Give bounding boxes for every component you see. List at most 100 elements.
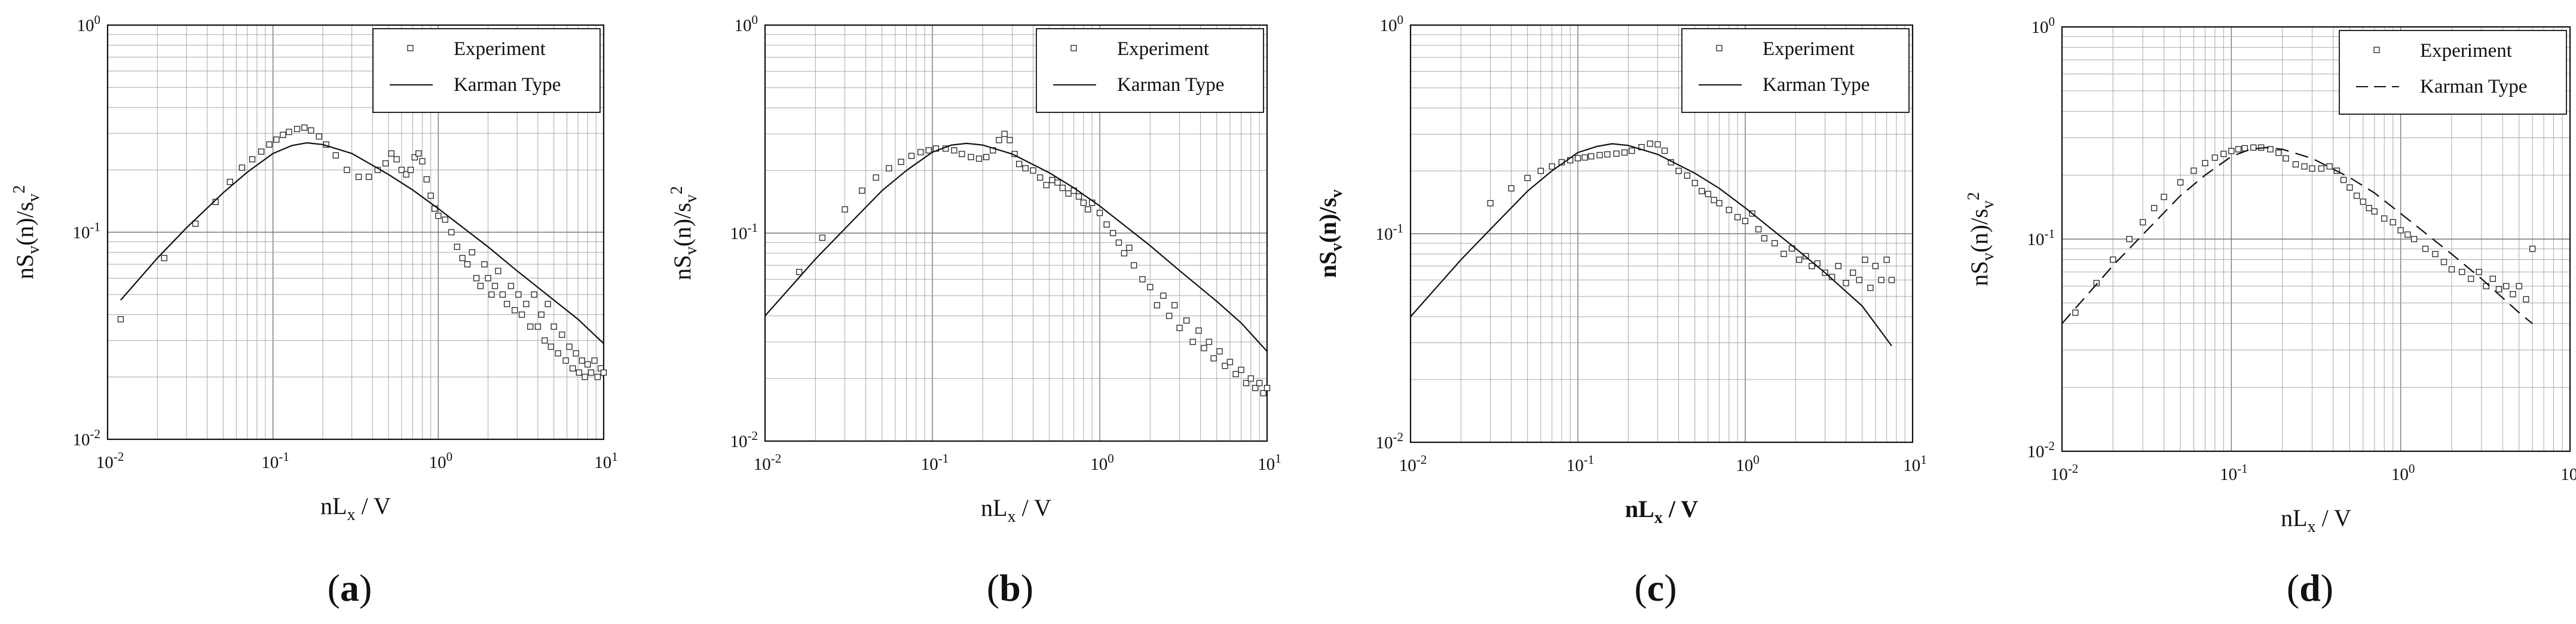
data-point	[975, 155, 983, 162]
data-point	[507, 283, 515, 289]
data-point	[1705, 191, 1712, 197]
panel-label: (a)	[328, 567, 372, 609]
legend-entry: Karman Type	[1763, 74, 1870, 96]
legend: Experiment Karman Type	[1681, 28, 1910, 113]
data-point	[2126, 235, 2133, 243]
data-point	[1716, 200, 1723, 207]
data-point	[796, 268, 803, 276]
data-point	[541, 337, 548, 344]
data-point	[1103, 221, 1110, 228]
data-point	[403, 171, 409, 178]
legend: Experiment Karman Type	[372, 28, 601, 113]
data-point	[1075, 193, 1082, 200]
data-point	[1256, 380, 1263, 387]
data-point	[1247, 375, 1255, 382]
data-point	[2318, 165, 2325, 172]
data-point	[1065, 190, 1072, 197]
data-point	[2459, 268, 2465, 276]
data-point	[411, 154, 418, 161]
data-point	[573, 350, 579, 357]
data-point	[1878, 277, 1884, 283]
x-tick-label: 100	[429, 449, 453, 472]
data-point	[534, 323, 541, 330]
data-point	[1726, 207, 1733, 213]
data-point	[161, 255, 167, 261]
data-point	[2190, 167, 2197, 174]
panel-label: (c)	[1634, 567, 1676, 609]
data-point	[1755, 226, 1762, 233]
data-point	[1862, 256, 1868, 263]
y-axis-label: nSv(n)/sv	[1314, 189, 1346, 278]
data-point	[1166, 313, 1173, 319]
data-point	[2250, 144, 2257, 151]
chart-svg: 10-2 10-1 100 101 10-2 10-1 100 nLx / V nSv(n)/s…	[1314, 13, 1927, 609]
chart-panel-d: 10-2 10-1 100 101 10-2 10-1 100 nLx / V nSv(n)/s…	[1936, 0, 2576, 624]
data-point	[1835, 262, 1841, 270]
data-point	[1160, 292, 1167, 299]
data-point	[1001, 130, 1008, 137]
data-point	[566, 343, 573, 350]
data-point	[398, 167, 405, 173]
data-point	[1115, 239, 1122, 246]
data-point	[1613, 150, 1620, 157]
data-point	[1662, 147, 1668, 154]
data-point	[2360, 198, 2366, 205]
data-point	[2495, 286, 2502, 293]
data-point	[2151, 204, 2158, 212]
data-point	[908, 152, 915, 160]
data-point	[442, 216, 448, 223]
y-axis-label: nSv(n)/sv2	[668, 186, 700, 280]
series-experiment	[117, 124, 607, 380]
data-point	[1022, 165, 1029, 172]
data-point	[258, 148, 265, 155]
data-point	[515, 291, 522, 298]
data-point	[1206, 338, 1213, 345]
data-point	[1059, 185, 1066, 191]
data-point	[1581, 154, 1588, 161]
data-point	[1216, 348, 1223, 355]
legend-box	[1681, 28, 1910, 113]
data-point	[477, 283, 484, 289]
y-axis-label: nSv(n)/sv2	[10, 185, 43, 280]
data-point	[2371, 208, 2378, 215]
data-point	[503, 301, 510, 307]
data-point	[2503, 283, 2510, 289]
data-point	[491, 283, 498, 289]
legend-marker	[1070, 45, 1077, 51]
data-point	[951, 147, 957, 154]
data-point	[1796, 256, 1803, 263]
chart-panel-a: 10-2 10-1 100 101 10-2 10-1 100 nLx / V nSv(n)/s…	[0, 0, 645, 624]
y-tick-label: 100	[2032, 14, 2055, 37]
data-point	[819, 234, 826, 241]
data-point	[280, 131, 286, 138]
data-point	[464, 261, 471, 268]
data-point	[488, 291, 495, 298]
y-tick-label: 100	[77, 13, 101, 35]
data-point	[1260, 390, 1266, 396]
data-point	[2476, 268, 2482, 276]
series-line	[1410, 143, 1892, 347]
legend-box	[372, 28, 601, 113]
data-point	[2366, 204, 2372, 212]
data-point	[316, 133, 322, 140]
chart-panel-c: 10-2 10-1 100 101 10-2 10-1 100 nLx / V nSv(n)/s…	[1291, 0, 1936, 624]
data-point	[1147, 284, 1154, 290]
data-point	[2093, 280, 2100, 286]
data-point	[365, 173, 372, 181]
chart-svg: 10-2 10-1 100 101 10-2 10-1 100 nLx / V nSv(n)/s…	[668, 13, 1281, 609]
x-tick-label: 100	[2391, 461, 2415, 484]
data-point	[308, 127, 314, 134]
data-point	[2283, 155, 2289, 162]
data-point	[1761, 235, 1768, 241]
data-point	[1487, 200, 1494, 207]
series-karman-type	[764, 142, 1268, 352]
data-point	[2072, 309, 2079, 316]
series-line	[120, 142, 604, 344]
y-tick-label: 10-1	[730, 221, 758, 243]
data-point	[2326, 163, 2333, 170]
data-point	[2489, 276, 2496, 282]
data-point	[531, 291, 537, 298]
data-point	[2301, 163, 2308, 170]
data-point	[555, 350, 561, 357]
data-point	[2440, 259, 2447, 265]
